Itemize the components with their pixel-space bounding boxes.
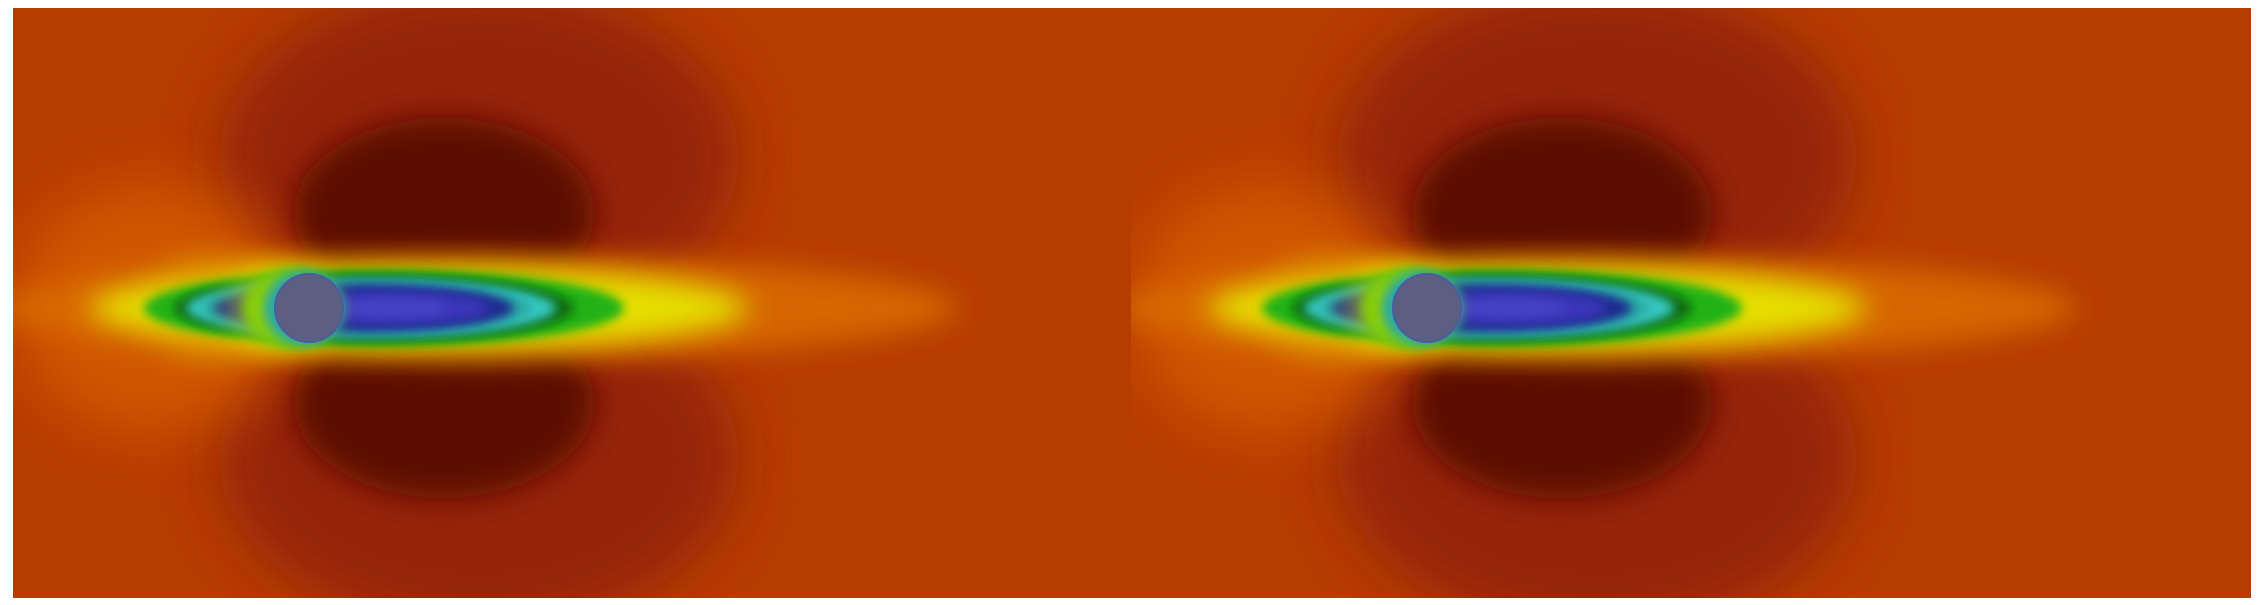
wake-core-light — [1457, 299, 1567, 317]
cylinder-obstacle — [1392, 273, 1462, 343]
wake-core-light — [339, 299, 449, 317]
cylinder-obstacle — [274, 273, 344, 343]
flow-panel-right — [1131, 8, 2251, 598]
flow-panel-left — [13, 8, 1133, 598]
